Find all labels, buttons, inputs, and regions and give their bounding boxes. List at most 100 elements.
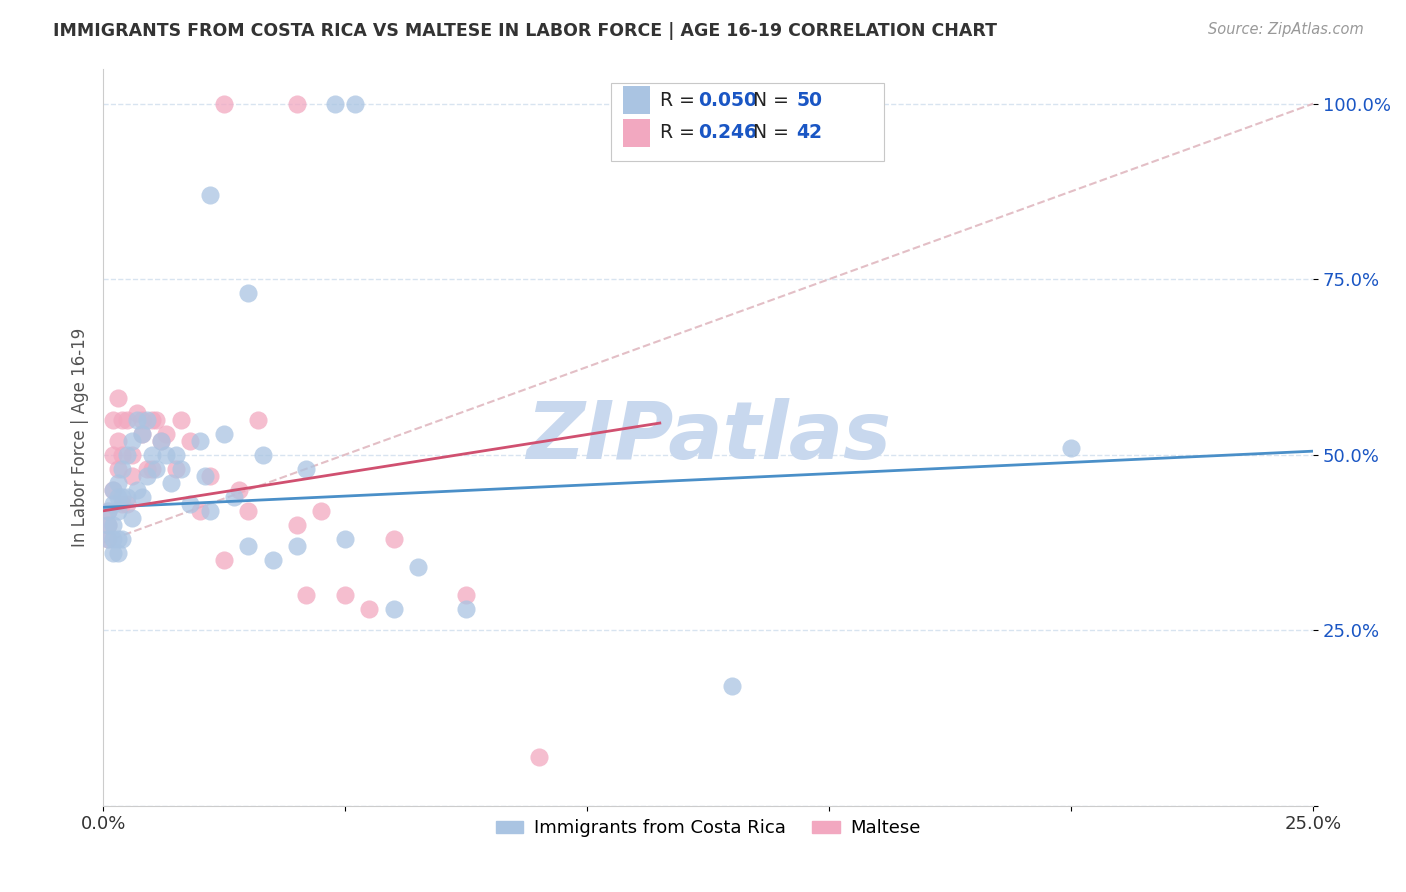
Point: [135, 412, 157, 426]
Point: [155, 426, 177, 441]
Point: [406, 560, 429, 574]
Point: [101, 412, 124, 426]
Point: [101, 483, 124, 497]
Point: [101, 546, 124, 560]
Point: [107, 504, 129, 518]
Point: [188, 504, 211, 518]
Point: [135, 461, 157, 475]
Point: [101, 448, 124, 462]
Text: R =: R =: [659, 91, 700, 110]
Point: [194, 468, 217, 483]
Point: [150, 434, 173, 448]
Point: [101, 517, 124, 532]
Point: [111, 461, 134, 475]
Point: [212, 96, 235, 111]
Point: [121, 434, 143, 448]
Point: [252, 448, 274, 462]
Point: [121, 468, 143, 483]
Text: 50: 50: [797, 91, 823, 110]
Point: [285, 517, 308, 532]
Point: [107, 461, 129, 475]
Legend: Immigrants from Costa Rica, Maltese: Immigrants from Costa Rica, Maltese: [488, 812, 928, 845]
Point: [107, 434, 129, 448]
FancyBboxPatch shape: [612, 83, 884, 161]
Point: [198, 504, 221, 518]
Point: [107, 490, 129, 504]
Point: [212, 426, 235, 441]
Point: [238, 286, 260, 301]
Point: [131, 412, 153, 426]
Point: [145, 412, 167, 426]
Point: [150, 434, 173, 448]
Point: [155, 448, 177, 462]
Point: [721, 679, 744, 693]
FancyBboxPatch shape: [623, 87, 650, 114]
Point: [343, 96, 366, 111]
Point: [333, 532, 356, 546]
Point: [121, 511, 143, 525]
Point: [131, 426, 153, 441]
Point: [141, 461, 163, 475]
Point: [117, 448, 139, 462]
Point: [117, 497, 139, 511]
Point: [188, 434, 211, 448]
Point: [121, 448, 143, 462]
Point: [111, 490, 134, 504]
Point: [222, 490, 245, 504]
Point: [111, 448, 134, 462]
Point: [101, 483, 124, 497]
Point: [125, 412, 148, 426]
Point: [527, 749, 550, 764]
Point: [238, 539, 260, 553]
Point: [295, 588, 318, 602]
Point: [125, 405, 148, 419]
Point: [228, 483, 250, 497]
Point: [101, 497, 124, 511]
Point: [456, 588, 478, 602]
Text: 0.050: 0.050: [699, 91, 758, 110]
Point: [145, 461, 167, 475]
Text: ZIPatlas: ZIPatlas: [526, 398, 891, 476]
Point: [456, 602, 478, 616]
Point: [198, 468, 221, 483]
Point: [179, 497, 201, 511]
Point: [141, 412, 163, 426]
Text: 0.246: 0.246: [699, 123, 758, 142]
Point: [111, 532, 134, 546]
Point: [169, 461, 191, 475]
Point: [1060, 441, 1083, 455]
FancyBboxPatch shape: [623, 119, 650, 147]
Point: [125, 483, 148, 497]
Text: R =: R =: [659, 123, 700, 142]
Point: [111, 497, 134, 511]
Point: [295, 461, 318, 475]
Point: [238, 504, 260, 518]
Point: [107, 532, 129, 546]
Point: [309, 504, 332, 518]
Text: N =: N =: [741, 91, 794, 110]
Text: 42: 42: [797, 123, 823, 142]
Point: [111, 412, 134, 426]
Point: [107, 546, 129, 560]
Point: [97, 532, 120, 546]
Point: [359, 602, 381, 616]
Text: Source: ZipAtlas.com: Source: ZipAtlas.com: [1208, 22, 1364, 37]
Point: [101, 532, 124, 546]
Point: [165, 461, 187, 475]
Point: [107, 392, 129, 406]
Point: [382, 532, 405, 546]
Point: [97, 532, 120, 546]
Point: [169, 412, 191, 426]
Point: [160, 475, 183, 490]
Point: [97, 504, 120, 518]
Text: N =: N =: [741, 123, 794, 142]
Point: [333, 588, 356, 602]
Point: [262, 553, 284, 567]
Point: [165, 448, 187, 462]
Point: [141, 448, 163, 462]
Point: [131, 426, 153, 441]
Point: [97, 504, 120, 518]
Point: [117, 490, 139, 504]
Point: [117, 412, 139, 426]
Point: [107, 475, 129, 490]
